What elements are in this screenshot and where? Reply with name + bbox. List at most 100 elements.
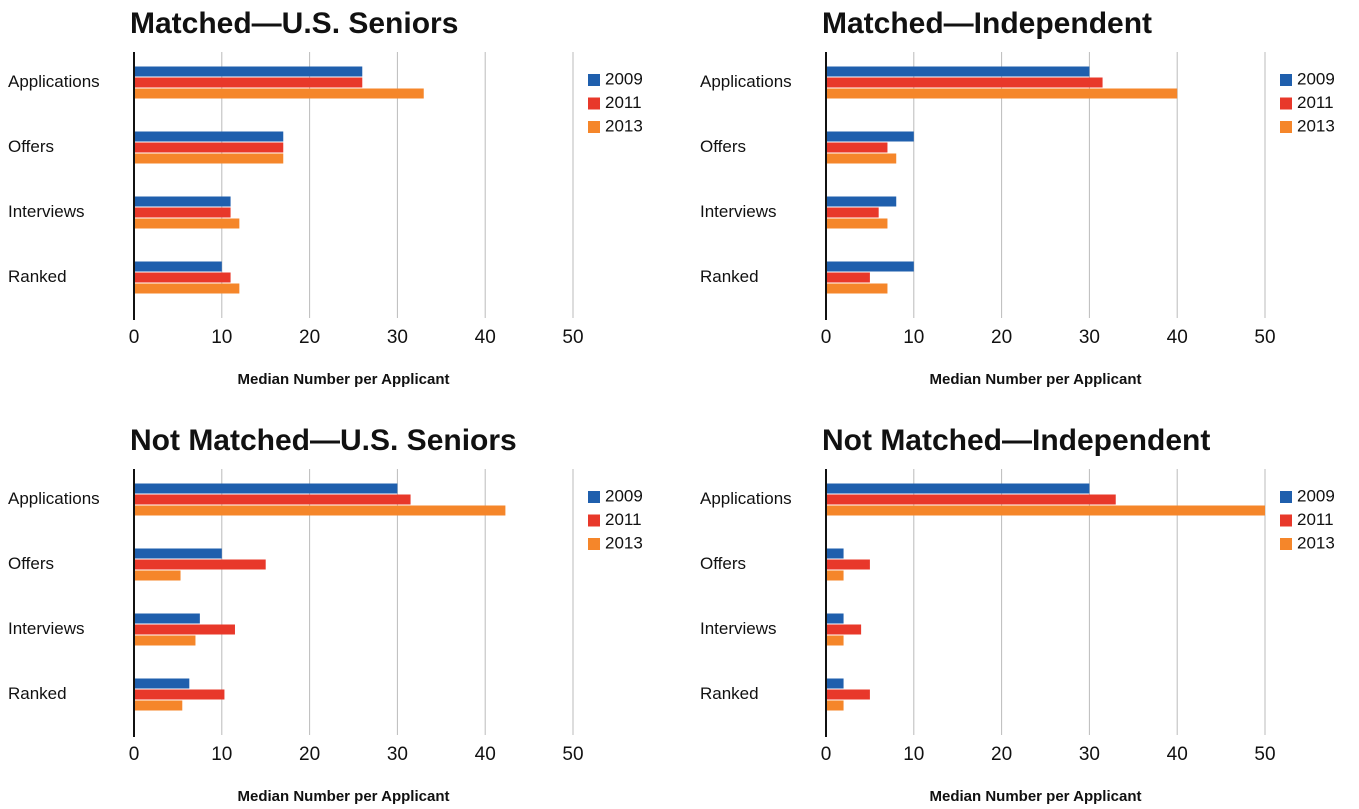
x-axis-label: Median Number per Applicant [238, 371, 450, 388]
category-label: Offers [8, 554, 54, 573]
category-label: Interviews [700, 202, 777, 221]
x-tick-label: 50 [1254, 327, 1275, 348]
bar [826, 505, 1265, 516]
bar [134, 689, 225, 700]
bar [826, 261, 914, 272]
legend-swatch [588, 74, 600, 86]
x-tick-label: 0 [821, 327, 832, 348]
chart-title: Matched—Independent [822, 7, 1152, 40]
category-label: Applications [8, 489, 100, 508]
bar [826, 559, 870, 570]
bar [134, 207, 231, 218]
legend-label: 2011 [605, 93, 642, 112]
bar [134, 261, 222, 272]
bar [134, 678, 190, 689]
x-tick-label: 40 [1167, 327, 1188, 348]
x-axis-label: Median Number per Applicant [930, 371, 1142, 388]
bar [826, 131, 914, 142]
bar [134, 88, 424, 99]
x-tick-label: 50 [562, 327, 583, 348]
legend-label: 2011 [1297, 93, 1334, 112]
x-tick-label: 30 [387, 744, 408, 765]
x-tick-label: 0 [129, 327, 140, 348]
legend-swatch [1280, 74, 1292, 86]
bar [826, 77, 1103, 88]
legend-swatch [588, 538, 600, 550]
x-tick-label: 50 [562, 744, 583, 765]
legend-label: 2009 [605, 486, 643, 505]
legend-swatch [1280, 97, 1292, 110]
bar [826, 66, 1090, 77]
chart-title: Not Matched—Independent [822, 424, 1210, 457]
x-tick-label: 40 [475, 744, 496, 765]
x-tick-label: 0 [129, 744, 140, 765]
bar [134, 153, 284, 164]
bar [134, 283, 240, 294]
bar [826, 494, 1116, 505]
legend-swatch [588, 97, 600, 110]
category-label: Offers [8, 137, 54, 156]
bar [826, 207, 879, 218]
legend-label: 2011 [605, 510, 642, 529]
bar [826, 678, 844, 689]
category-label: Interviews [8, 202, 85, 221]
bar [134, 548, 222, 559]
bar [826, 153, 897, 164]
bar [134, 483, 398, 494]
bar [134, 131, 284, 142]
x-tick-label: 20 [991, 744, 1012, 765]
bar [134, 505, 506, 516]
legend-swatch [1280, 121, 1292, 133]
bar [134, 66, 363, 77]
bar [826, 689, 870, 700]
x-tick-label: 10 [903, 744, 924, 765]
bar [134, 700, 183, 711]
x-tick-label: 0 [821, 744, 832, 765]
x-axis-label: Median Number per Applicant [930, 788, 1142, 805]
bar [134, 196, 231, 207]
legend-swatch [588, 514, 600, 527]
legend-label: 2011 [1297, 510, 1334, 529]
category-label: Applications [8, 72, 100, 91]
bar [134, 218, 240, 229]
bar [134, 570, 181, 581]
bar [134, 272, 231, 283]
chart: Matched—Independent 0 10 20 30 40 50 Median Num… [700, 7, 1335, 388]
bar [134, 77, 363, 88]
category-label: Offers [700, 137, 746, 156]
bar [826, 613, 844, 624]
category-label: Applications [700, 72, 792, 91]
x-tick-label: 40 [1167, 744, 1188, 765]
bar [134, 142, 284, 153]
legend-label: 2013 [605, 533, 643, 552]
x-tick-label: 20 [991, 327, 1012, 348]
bar [826, 483, 1090, 494]
bar [826, 548, 844, 559]
x-tick-label: 20 [299, 327, 320, 348]
legend-label: 2013 [1297, 116, 1335, 135]
legend-label: 2013 [1297, 533, 1335, 552]
category-label: Applications [700, 489, 792, 508]
x-axis-label: Median Number per Applicant [238, 788, 450, 805]
category-label: Ranked [700, 684, 759, 703]
chart: Not Matched—U.S. Seniors 0 10 20 30 40 50 Media… [8, 424, 643, 805]
x-tick-label: 20 [299, 744, 320, 765]
x-tick-label: 10 [211, 327, 232, 348]
bar [826, 635, 844, 646]
x-tick-label: 50 [1254, 744, 1275, 765]
bar [134, 613, 200, 624]
x-tick-label: 30 [1079, 327, 1100, 348]
bar [134, 624, 235, 635]
bar [826, 283, 888, 294]
x-tick-label: 10 [211, 744, 232, 765]
bar [134, 494, 411, 505]
x-tick-label: 30 [387, 327, 408, 348]
bar [826, 272, 870, 283]
legend-swatch [588, 491, 600, 503]
legend-label: 2009 [1297, 486, 1335, 505]
x-tick-label: 10 [903, 327, 924, 348]
x-tick-label: 40 [475, 327, 496, 348]
legend-swatch [1280, 514, 1292, 527]
category-label: Ranked [8, 684, 67, 703]
